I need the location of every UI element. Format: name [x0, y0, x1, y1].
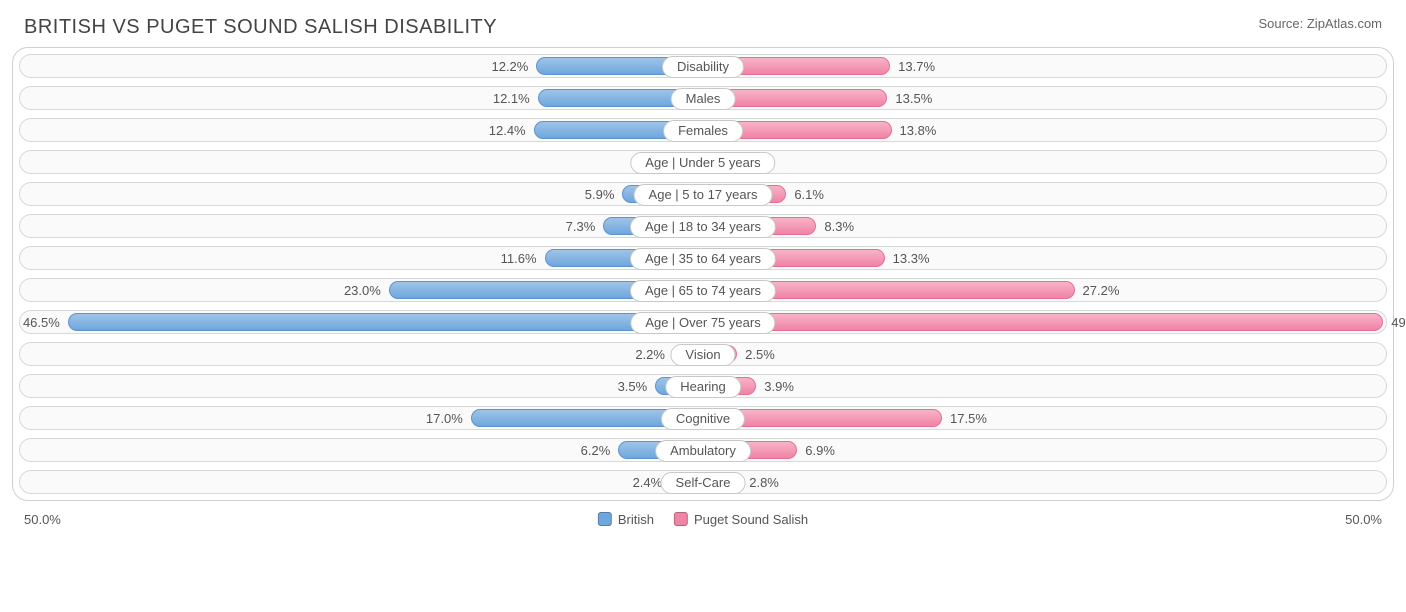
value-left: 46.5% — [23, 311, 60, 335]
value-left: 12.1% — [493, 87, 530, 111]
value-right: 3.9% — [764, 375, 794, 399]
legend-swatch-right — [674, 512, 688, 526]
axis-max-left: 50.0% — [24, 512, 61, 527]
value-right: 2.8% — [749, 471, 779, 495]
chart-row: 12.4% 13.8% Females — [19, 118, 1387, 142]
chart-row: 12.2% 13.7% Disability — [19, 54, 1387, 78]
legend-item-right: Puget Sound Salish — [674, 512, 808, 527]
chart-row: 2.2% 2.5% Vision — [19, 342, 1387, 366]
value-left: 11.6% — [501, 247, 537, 271]
category-label: Males — [671, 88, 736, 110]
chart-row: 23.0% 27.2% Age | 65 to 74 years — [19, 278, 1387, 302]
category-label: Hearing — [665, 376, 741, 398]
legend-label-left: British — [618, 512, 654, 527]
category-label: Vision — [670, 344, 735, 366]
category-label: Ambulatory — [655, 440, 751, 462]
chart-title: BRITISH VS PUGET SOUND SALISH DISABILITY — [24, 16, 497, 39]
category-label: Age | Under 5 years — [630, 152, 775, 174]
value-right: 13.7% — [898, 55, 935, 79]
legend: British Puget Sound Salish — [598, 512, 808, 527]
value-left: 5.9% — [585, 183, 615, 207]
value-left: 3.5% — [618, 375, 648, 399]
value-left: 17.0% — [426, 407, 463, 431]
chart-row: 12.1% 13.5% Males — [19, 86, 1387, 110]
source-attribution: Source: ZipAtlas.com — [1258, 16, 1382, 31]
chart-row: 11.6% 13.3% Age | 35 to 64 years — [19, 246, 1387, 270]
value-right: 2.5% — [745, 343, 775, 367]
value-right: 13.3% — [893, 247, 930, 271]
value-right: 6.9% — [805, 439, 835, 463]
chart-footer: 50.0% British Puget Sound Salish 50.0% — [0, 509, 1406, 537]
value-right: 13.8% — [900, 119, 937, 143]
header: BRITISH VS PUGET SOUND SALISH DISABILITY… — [0, 0, 1406, 47]
value-right: 6.1% — [794, 183, 824, 207]
category-label: Age | 65 to 74 years — [630, 280, 776, 302]
legend-label-right: Puget Sound Salish — [694, 512, 808, 527]
chart-row: 2.4% 2.8%Self-Care — [19, 470, 1387, 494]
value-left: 7.3% — [566, 215, 596, 239]
value-left: 12.2% — [491, 55, 528, 79]
chart-area: 12.2% 13.7% Disability 12.1% 13.5% Males 12.4%… — [12, 47, 1394, 501]
chart-row: 7.3% 8.3% Age | 18 to 34 years — [19, 214, 1387, 238]
value-right: 27.2% — [1083, 279, 1120, 303]
chart-row: 5.9% 6.1% Age | 5 to 17 years — [19, 182, 1387, 206]
value-left: 2.4% — [633, 471, 663, 495]
axis-max-right: 50.0% — [1345, 512, 1382, 527]
chart-row: 17.0% 17.5% Cognitive — [19, 406, 1387, 430]
chart-row: 3.5% 3.9% Hearing — [19, 374, 1387, 398]
value-right: 49.8% — [1391, 311, 1406, 335]
value-right: 17.5% — [950, 407, 987, 431]
category-label: Cognitive — [661, 408, 745, 430]
bar-right — [703, 313, 1383, 331]
category-label: Age | Over 75 years — [630, 312, 775, 334]
bar-left — [68, 313, 703, 331]
legend-item-left: British — [598, 512, 654, 527]
value-right: 13.5% — [895, 87, 932, 111]
value-right: 8.3% — [824, 215, 854, 239]
legend-swatch-left — [598, 512, 612, 526]
chart-row: 1.5%0.97%Age | Under 5 years — [19, 150, 1387, 174]
value-left: 2.2% — [635, 343, 665, 367]
value-left: 12.4% — [489, 119, 526, 143]
category-label: Self-Care — [661, 472, 746, 494]
category-label: Age | 35 to 64 years — [630, 248, 776, 270]
value-left: 6.2% — [581, 439, 611, 463]
chart-row: 6.2% 6.9% Ambulatory — [19, 438, 1387, 462]
value-left: 23.0% — [344, 279, 381, 303]
category-label: Age | 18 to 34 years — [630, 216, 776, 238]
category-label: Age | 5 to 17 years — [634, 184, 773, 206]
category-label: Females — [663, 120, 743, 142]
chart-row: 46.5%49.8%Age | Over 75 years — [19, 310, 1387, 334]
category-label: Disability — [662, 56, 744, 78]
